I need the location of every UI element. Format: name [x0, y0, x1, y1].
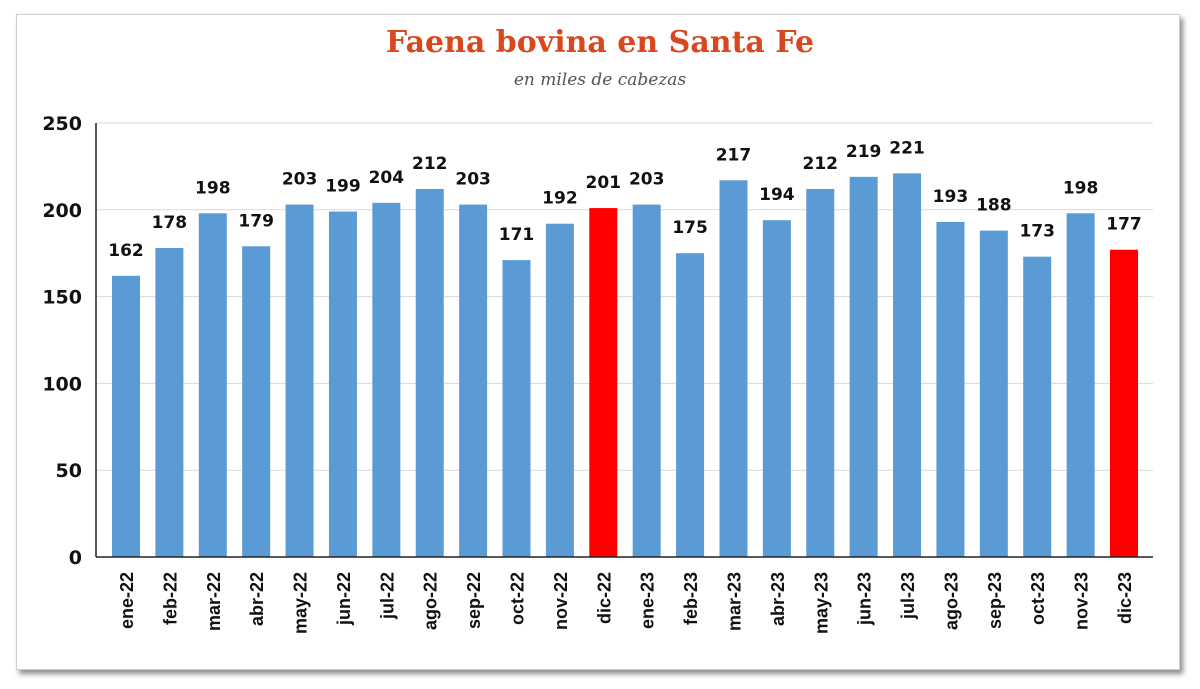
data-label: 177 — [1106, 215, 1142, 235]
x-tick-label: jul-22 — [377, 572, 397, 620]
x-tick-label: oct-23 — [1028, 572, 1048, 625]
bar-jul-23 — [893, 173, 922, 557]
y-tick-label: 200 — [42, 200, 82, 222]
bar-abr-23 — [762, 220, 791, 557]
data-label: 178 — [152, 213, 188, 233]
x-tick-label: mar-23 — [724, 572, 744, 631]
data-label: 217 — [716, 145, 752, 165]
data-label: 162 — [108, 241, 144, 261]
bar-jul-22 — [372, 202, 401, 557]
bar-may-22 — [285, 204, 314, 558]
y-tick-label: 50 — [56, 460, 82, 482]
data-label: 204 — [369, 168, 405, 188]
x-tick-label: oct-22 — [508, 572, 528, 625]
x-tick-label: sep-22 — [464, 572, 484, 629]
bar-ago-22 — [415, 188, 444, 557]
data-label: 212 — [412, 154, 448, 174]
bar-oct-23 — [1023, 256, 1052, 557]
x-tick-label: feb-22 — [160, 572, 180, 625]
x-tick-label: ago-22 — [421, 572, 441, 630]
data-label: 201 — [586, 173, 622, 193]
bar-may-23 — [806, 188, 835, 557]
bar-mar-23 — [719, 180, 748, 557]
data-label: 203 — [282, 170, 318, 190]
data-label: 188 — [976, 196, 1012, 216]
x-tick-label: ene-22 — [117, 572, 137, 629]
x-tick-label: dic-23 — [1115, 572, 1135, 624]
x-tick-label: may-23 — [811, 572, 831, 634]
bar-feb-23 — [676, 253, 705, 557]
data-label: 173 — [1019, 222, 1055, 242]
bar-mar-22 — [198, 213, 227, 557]
bar-ago-23 — [936, 221, 965, 557]
bar-ene-22 — [112, 275, 140, 557]
data-label: 199 — [325, 177, 361, 197]
y-tick-label: 0 — [69, 547, 82, 569]
x-tick-label: sep-23 — [985, 572, 1005, 629]
data-label: 179 — [238, 211, 274, 231]
data-label: 203 — [455, 170, 491, 190]
x-tick-label: nov-22 — [551, 572, 571, 630]
x-tick-label: mar-22 — [204, 572, 224, 631]
bar-dic-22 — [589, 208, 618, 557]
bar-oct-22 — [502, 260, 531, 557]
bar-feb-22 — [155, 247, 184, 557]
x-tick-label: ene-23 — [638, 572, 658, 629]
data-label: 219 — [846, 142, 882, 162]
data-label: 198 — [1063, 178, 1099, 198]
bar-jun-22 — [328, 211, 357, 557]
bar-sep-23 — [979, 230, 1008, 557]
chart-subtitle: en miles de cabezas — [513, 70, 687, 90]
x-tick-label: nov-23 — [1072, 572, 1092, 630]
data-label: 194 — [759, 185, 795, 205]
x-tick-label: feb-23 — [681, 572, 701, 625]
bar-sep-22 — [459, 204, 488, 558]
data-label: 175 — [672, 218, 708, 238]
data-label: 198 — [195, 178, 231, 198]
y-tick-label: 250 — [42, 113, 82, 135]
y-tick-label: 100 — [42, 373, 82, 395]
bar-jun-23 — [849, 176, 878, 558]
x-tick-label: jul-23 — [898, 572, 918, 620]
bar-ene-23 — [632, 204, 661, 558]
data-label: 193 — [933, 187, 969, 207]
x-tick-label: ago-23 — [941, 572, 961, 630]
chart-title: Faena bovina en Santa Fe — [385, 25, 815, 60]
data-label: 192 — [542, 189, 578, 209]
bar-nov-22 — [545, 223, 574, 558]
bar-nov-23 — [1066, 213, 1095, 557]
x-tick-label: jun-22 — [334, 572, 354, 626]
x-tick-label: abr-23 — [768, 572, 788, 626]
x-tick-label: dic-22 — [594, 572, 614, 624]
x-tick-label: may-22 — [291, 572, 311, 634]
bar-dic-23 — [1110, 249, 1138, 557]
bar-abr-22 — [242, 246, 271, 558]
x-tick-label: abr-22 — [247, 572, 267, 626]
data-label: 212 — [803, 154, 839, 174]
y-tick-label: 150 — [42, 287, 82, 309]
data-label: 221 — [889, 138, 925, 158]
data-label: 171 — [499, 225, 535, 245]
data-label: 203 — [629, 170, 665, 190]
x-tick-label: jun-23 — [855, 572, 875, 626]
